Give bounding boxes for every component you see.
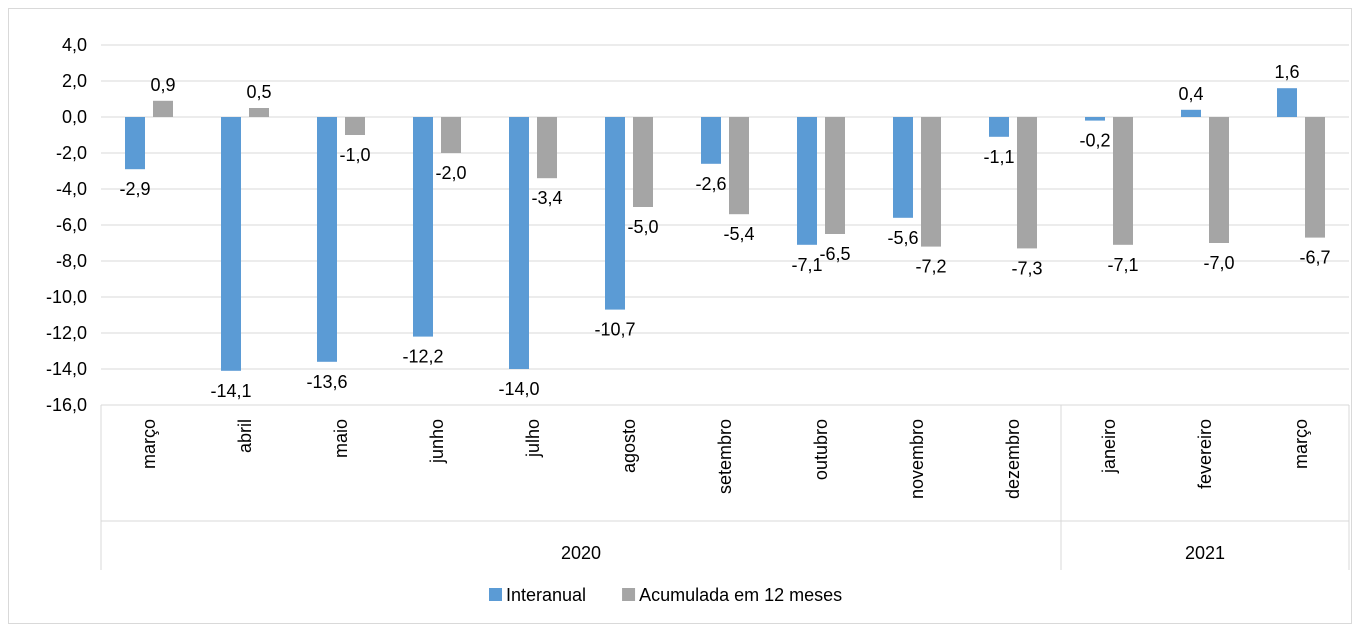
category-label: novembro — [907, 419, 927, 499]
data-labels: -2,9 0,9 -14,1 0,5 -13,6 -1,0 -12,2 -2,0 -14,0 -3… — [119, 62, 1330, 401]
data-label: -2,0 — [435, 163, 466, 183]
y-tick-label: 4,0 — [62, 35, 87, 55]
bar-acumulada — [249, 108, 269, 117]
category-label: maio — [331, 419, 351, 458]
data-label: 0,5 — [246, 82, 271, 102]
data-label: -5,4 — [723, 224, 754, 244]
bar-acumulada — [441, 117, 461, 153]
y-tick-label: -14,0 — [46, 359, 87, 379]
bar-acumulada — [921, 117, 941, 247]
data-label: -0,2 — [1079, 131, 1110, 151]
data-label: -1,1 — [983, 147, 1014, 167]
category-label: dezembro — [1003, 419, 1023, 499]
data-label: -7,2 — [915, 257, 946, 277]
data-label: -2,6 — [695, 174, 726, 194]
category-label: janeiro — [1099, 419, 1119, 474]
bar-interanual — [893, 117, 913, 218]
bar-acumulada — [153, 100, 173, 117]
bar-acumulada — [1017, 117, 1037, 249]
bar-interanual — [605, 117, 625, 310]
data-label: -13,6 — [306, 372, 347, 392]
data-label: -7,1 — [791, 255, 822, 275]
data-label: -5,0 — [627, 217, 658, 237]
bar-interanual — [797, 117, 817, 245]
bar-acumulada — [729, 117, 749, 215]
legend: Interanual Acumulada em 12 meses — [489, 585, 842, 605]
category-label: julho — [523, 419, 543, 458]
bar-acumulada — [1209, 117, 1229, 243]
data-label: -14,0 — [498, 379, 539, 399]
data-label: -12,2 — [402, 347, 443, 367]
bar-acumulada — [1305, 117, 1325, 238]
bar-interanual — [1277, 88, 1297, 117]
data-label: 0,9 — [150, 75, 175, 95]
data-label: -14,1 — [210, 381, 251, 401]
bar-interanual — [509, 117, 529, 369]
data-label: -7,1 — [1107, 255, 1138, 275]
category-label: junho — [427, 419, 447, 464]
y-tick-label: 0,0 — [62, 107, 87, 127]
y-tick-label: -16,0 — [46, 395, 87, 415]
y-tick-label: -4,0 — [56, 179, 87, 199]
category-label: abril — [235, 419, 255, 453]
y-tick-label: -2,0 — [56, 143, 87, 163]
category-label: março — [1291, 419, 1311, 469]
data-label: -7,3 — [1011, 258, 1042, 278]
bar-interanual — [1085, 117, 1105, 121]
data-label: -1,0 — [339, 145, 370, 165]
y-tick-label: -6,0 — [56, 215, 87, 235]
category-axis: 2020 2021 março abril maio junho julho agosto se… — [100, 405, 1350, 570]
data-label: 0,4 — [1178, 84, 1203, 104]
bar-acumulada — [345, 117, 365, 135]
bar-interanual — [317, 117, 337, 362]
chart: 4,0 2,0 0,0 -2,0 -4,0 -6,0 -8,0 -10,0 -12,0 -14,0… — [46, 35, 1350, 605]
bar-interanual — [413, 117, 433, 337]
axes: 4,0 2,0 0,0 -2,0 -4,0 -6,0 -8,0 -10,0 -12,0 -14,0… — [46, 35, 1349, 415]
data-label: -3,4 — [531, 188, 562, 208]
group-label: 2021 — [1185, 543, 1225, 563]
bar-acumulada — [1113, 117, 1133, 245]
group-label: 2020 — [561, 543, 601, 563]
bar-acumulada — [537, 117, 557, 179]
bar-interanual — [221, 117, 241, 371]
bar-interanual — [701, 117, 721, 164]
y-tick-label: -8,0 — [56, 251, 87, 271]
y-tick-label: 2,0 — [62, 71, 87, 91]
category-label: outubro — [811, 419, 831, 480]
y-tick-label: -10,0 — [46, 287, 87, 307]
legend-label-interanual: Interanual — [506, 585, 586, 605]
data-label: -10,7 — [594, 320, 635, 340]
legend-swatch-interanual — [489, 588, 502, 601]
data-label: -6,7 — [1299, 248, 1330, 268]
data-label: -7,0 — [1203, 253, 1234, 273]
bar-acumulada — [825, 117, 845, 234]
bar-interanual — [1181, 109, 1201, 117]
data-label: 1,6 — [1274, 62, 1299, 82]
category-label: fevereiro — [1195, 419, 1215, 489]
category-label: março — [139, 419, 159, 469]
bars — [125, 88, 1325, 371]
bar-interanual — [125, 117, 145, 170]
category-label: setembro — [715, 419, 735, 494]
data-label: -5,6 — [887, 228, 918, 248]
legend-label-acumulada: Acumulada em 12 meses — [639, 585, 842, 605]
legend-swatch-acumulada — [622, 588, 636, 601]
bar-interanual — [989, 117, 1009, 137]
category-label: agosto — [619, 419, 639, 473]
bar-acumulada — [633, 117, 653, 207]
chart-frame: 4,0 2,0 0,0 -2,0 -4,0 -6,0 -8,0 -10,0 -12,0 -14,0… — [8, 8, 1352, 624]
data-label: -2,9 — [119, 179, 150, 199]
y-tick-label: -12,0 — [46, 323, 87, 343]
data-label: -6,5 — [819, 244, 850, 264]
